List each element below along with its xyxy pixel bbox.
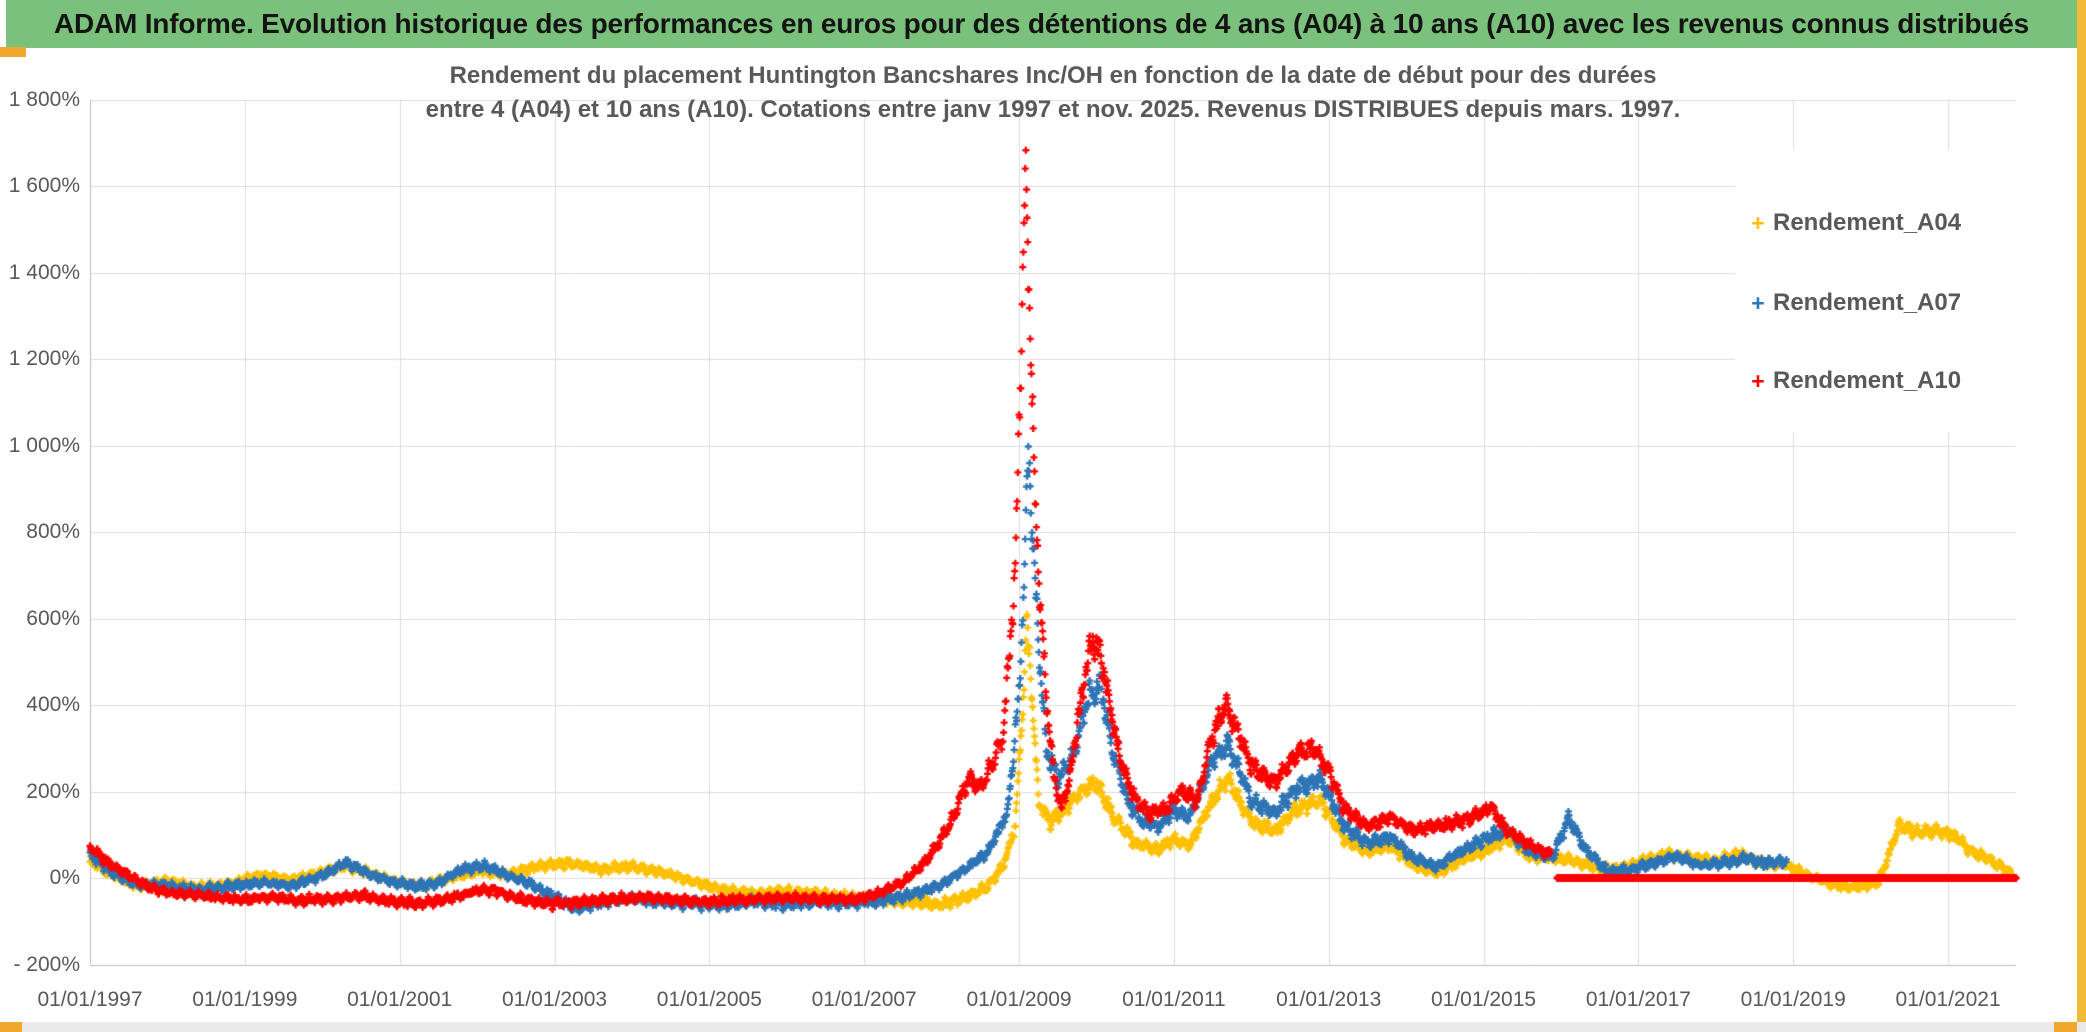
y-axis-tick-label: 1 400% bbox=[8, 260, 80, 284]
legend-item-rendement_a07: + Rendement_A07 bbox=[1743, 288, 1961, 318]
y-axis-tick-label: 1 200% bbox=[8, 347, 80, 370]
chart-title-line1: Rendement du placement Huntington Bancsh… bbox=[449, 62, 1657, 89]
y-axis-tick-label: - 200% bbox=[13, 952, 80, 976]
plus-marker-icon: + bbox=[1751, 210, 1765, 236]
x-axis-tick-label: 01/01/2011 bbox=[1122, 988, 1226, 1011]
x-axis-tick-label: 01/01/2003 bbox=[501, 988, 608, 1011]
x-axis-tick-label: 01/01/2009 bbox=[966, 988, 1072, 1011]
x-axis-tick-label: 01/01/2019 bbox=[1740, 988, 1846, 1011]
x-axis-tick-label: 01/01/1997 bbox=[37, 988, 143, 1011]
x-axis-tick-label: 01/01/2015 bbox=[1430, 988, 1537, 1011]
y-axis-tick-label: 400% bbox=[26, 693, 80, 716]
header-bar: ADAM Informe. Evolution historique des p… bbox=[6, 0, 2077, 48]
gold-corner-accent-bottom-right bbox=[2054, 1022, 2077, 1032]
y-axis-tick-label: 200% bbox=[26, 779, 80, 803]
legend-label: Rendement_A07 bbox=[1773, 289, 1962, 316]
x-axis-tick-label: 01/01/1999 bbox=[192, 988, 298, 1011]
chart-title-line2: entre 4 (A04) et 10 ans (A10). Cotations… bbox=[425, 96, 1681, 123]
legend: + Rendement_A04 + Rendement_A07 + Rendement_A… bbox=[1735, 150, 2016, 432]
y-axis-tick-label: 1 800% bbox=[8, 87, 80, 111]
y-axis-tick-label: 0% bbox=[49, 866, 80, 889]
x-axis-tick-label: 01/01/2021 bbox=[1895, 988, 2001, 1011]
plus-marker-icon: + bbox=[1751, 368, 1765, 394]
plus-marker-icon: + bbox=[1751, 290, 1765, 316]
legend-item-rendement_a10: + Rendement_A10 bbox=[1743, 366, 1961, 396]
header-title: ADAM Informe. Evolution historique des p… bbox=[53, 8, 2030, 39]
y-axis-tick-label: 1 600% bbox=[8, 174, 80, 197]
y-axis-tick-label: 800% bbox=[26, 520, 80, 543]
x-axis-tick-label: 01/01/2017 bbox=[1585, 988, 1691, 1011]
gold-corner-accent-bottom-left bbox=[0, 1022, 22, 1032]
legend-label: Rendement_A10 bbox=[1773, 367, 1962, 394]
x-axis-tick-label: 01/01/2001 bbox=[347, 988, 453, 1011]
x-axis-tick-label: 01/01/2005 bbox=[656, 988, 762, 1011]
y-axis-tick-label: 600% bbox=[26, 606, 80, 630]
y-axis-tick-label: 1 000% bbox=[8, 433, 80, 457]
x-axis-tick-label: 01/01/2007 bbox=[811, 988, 917, 1011]
x-axis-tick-label: 01/01/2013 bbox=[1276, 988, 1382, 1011]
horizontal-scrollbar[interactable] bbox=[0, 1022, 2086, 1032]
legend-item-rendement_a04: + Rendement_A04 bbox=[1743, 208, 1961, 238]
legend-label: Rendement_A04 bbox=[1773, 209, 1962, 236]
